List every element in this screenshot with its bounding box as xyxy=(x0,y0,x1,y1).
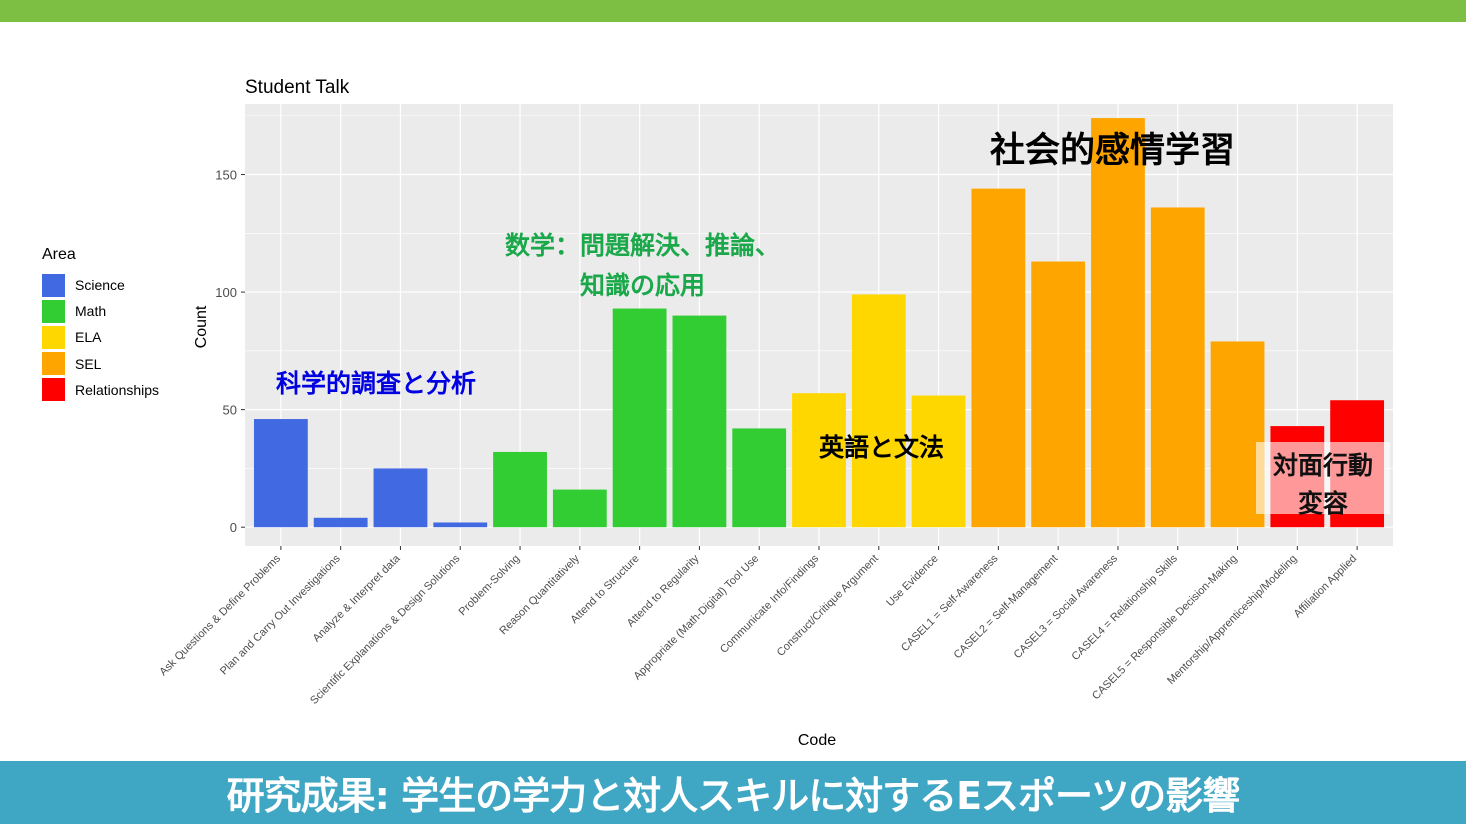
legend-item: Science xyxy=(42,272,159,298)
y-tick-label: 50 xyxy=(223,403,237,418)
x-tick-label: Construct/Critique Argument xyxy=(775,553,881,659)
bar xyxy=(1210,341,1265,528)
footer-bar: 研究成果: 学生の学力と対人スキルに対するEスポーツの影響 xyxy=(0,761,1466,824)
legend-item: Math xyxy=(42,298,159,324)
bar xyxy=(433,522,488,528)
chart-title: Student Talk xyxy=(245,77,350,98)
bar xyxy=(1150,207,1205,528)
annotation-math-line1: 数学：問題解決、推論、 xyxy=(505,231,781,260)
y-axis-label: Count xyxy=(193,305,210,348)
x-tick-label: CASEL3 = Social Awareness xyxy=(1012,552,1121,661)
legend-label: Math xyxy=(75,303,107,320)
legend-item: SEL xyxy=(42,351,159,377)
bar xyxy=(253,419,308,528)
bar xyxy=(1031,261,1086,528)
bar-chart: Student Talk 0 50 100 150 Ask Questions & D… xyxy=(157,77,1393,749)
bar xyxy=(493,451,547,528)
legend-swatch xyxy=(42,378,65,402)
bar xyxy=(971,188,1026,528)
legend-label: ELA xyxy=(75,329,102,346)
x-tick-label: Communicate Info/Findings xyxy=(718,552,822,656)
x-tick-label: Appropriate (Math-Digital) Tool Use xyxy=(632,553,762,683)
x-tick-label: Mentorship/Apprenticeship/Modeling xyxy=(1165,553,1299,687)
legend-swatch xyxy=(42,273,65,297)
annotation-relationships-line2: 変容 xyxy=(1297,489,1348,518)
bar xyxy=(552,489,607,528)
bar xyxy=(1091,118,1145,528)
legend-items: Science Math ELA SEL Relationships xyxy=(42,272,159,403)
legend-swatch xyxy=(42,325,65,349)
x-tick-label: CASEL2 = Self-Management xyxy=(952,553,1061,662)
bar xyxy=(851,294,906,528)
legend: Area Science Math ELA SEL Relationships xyxy=(42,246,159,403)
legend-swatch xyxy=(42,299,65,323)
x-tick-label: CASEL1 = Self-Awareness xyxy=(899,552,1001,654)
x-axis-label: Code xyxy=(798,732,836,749)
y-tick-label: 150 xyxy=(215,168,237,183)
top-accent-bar xyxy=(0,0,1466,22)
x-tick-label: Problem-Solving xyxy=(457,553,523,619)
annotation-math-line2: 知識の応用 xyxy=(580,271,706,300)
legend-title: Area xyxy=(42,246,76,263)
x-tick-label: Plan and Carry Out Investigations xyxy=(218,552,343,677)
legend-label: Science xyxy=(75,277,125,294)
y-tick-label: 100 xyxy=(215,285,237,300)
x-tick-label: Use Evidence xyxy=(884,553,940,609)
bar xyxy=(672,315,727,528)
y-axis: 0 50 100 150 xyxy=(215,168,245,535)
bar xyxy=(732,428,787,528)
footer-title: 研究成果: 学生の学力と対人スキルに対するEスポーツの影響 xyxy=(226,774,1241,818)
x-tick-label: CASEL4 = Relationship Skills xyxy=(1070,552,1181,663)
annotation-sel: 社会的感情学習 xyxy=(990,131,1236,171)
bars xyxy=(253,118,1385,528)
bar xyxy=(313,517,368,528)
annotation-science: 科学的調査と分析 xyxy=(276,369,477,398)
bar xyxy=(792,393,846,528)
legend-label: SEL xyxy=(75,355,102,372)
x-tick-label: Affiliation Applied xyxy=(1292,553,1360,621)
y-tick-label: 0 xyxy=(230,520,237,535)
legend-label: Relationships xyxy=(75,381,160,398)
legend-item: Relationships xyxy=(42,377,159,403)
legend-swatch xyxy=(42,352,65,376)
bar xyxy=(612,308,667,528)
bar xyxy=(373,468,428,528)
annotation-math: 数学：問題解決、推論、 知識の応用 xyxy=(505,226,780,302)
annotation-relationships-line1: 対面行動 xyxy=(1272,451,1373,480)
annotation-ela: 英語と文法 xyxy=(819,433,945,462)
annotation-relationships: 対面行動 変容 xyxy=(1256,442,1390,518)
legend-item: ELA xyxy=(42,324,159,350)
x-tick-label: Ask Questions & Define Problems xyxy=(157,552,283,678)
bar xyxy=(911,395,966,528)
